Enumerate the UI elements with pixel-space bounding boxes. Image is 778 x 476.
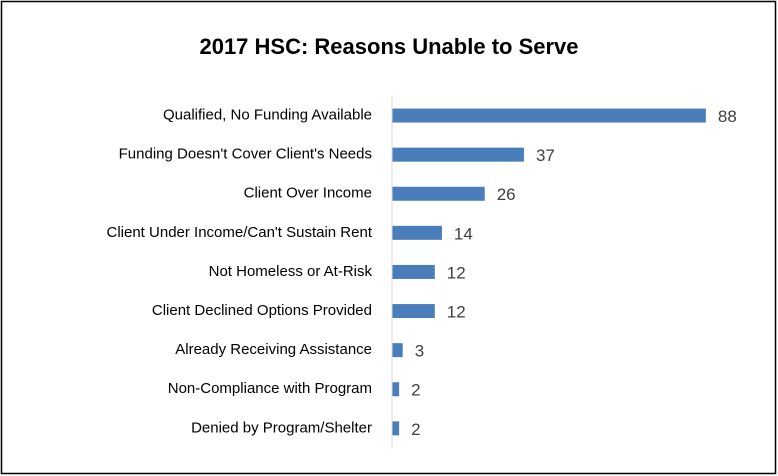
y-tick-label: Already Receiving Assistance	[175, 341, 372, 358]
y-tick-label: Denied by Program/Shelter	[191, 419, 372, 436]
y-tick-label: Client Declined Options Provided	[152, 302, 372, 319]
y-tick-label: Qualified, No Funding Available	[163, 107, 372, 124]
y-tick-label: Non-Compliance with Program	[168, 380, 372, 397]
bar	[392, 264, 435, 279]
y-tick-label: Client Under Income/Can't Sustain Rent	[107, 224, 373, 241]
data-label: 3	[415, 342, 424, 361]
y-tick-label: Not Homeless or At-Risk	[209, 263, 373, 280]
bar	[392, 225, 442, 240]
bar	[392, 147, 524, 162]
data-label: 2	[411, 420, 420, 439]
chart-title: 2017 HSC: Reasons Unable to Serve	[199, 34, 578, 59]
data-label: 12	[447, 303, 466, 322]
data-label: 26	[497, 185, 516, 204]
data-label: 37	[536, 146, 555, 165]
bar	[392, 108, 706, 123]
y-tick-label: Client Over Income	[244, 185, 372, 202]
bar	[392, 304, 435, 319]
data-label: 14	[454, 224, 473, 243]
bar	[392, 343, 403, 358]
bar	[392, 186, 485, 201]
bar	[392, 382, 400, 397]
data-label: 2	[411, 381, 420, 400]
data-label: 12	[447, 263, 466, 282]
bar	[392, 421, 400, 436]
y-tick-label: Funding Doesn't Cover Client's Needs	[119, 146, 372, 163]
data-label: 88	[718, 107, 737, 126]
